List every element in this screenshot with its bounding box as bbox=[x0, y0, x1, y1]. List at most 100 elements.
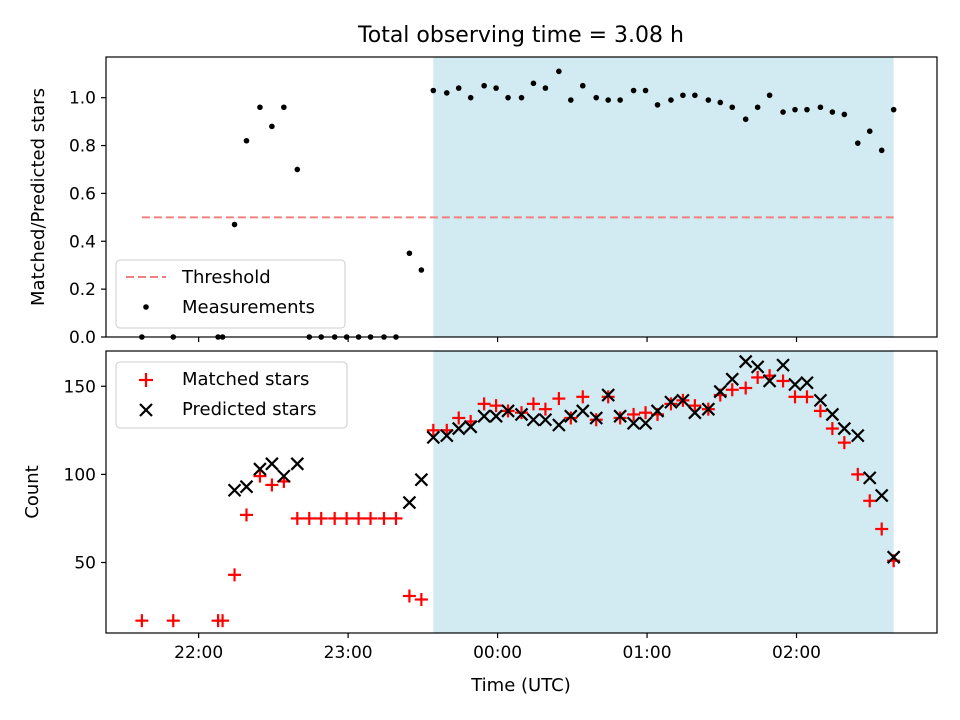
matched-point bbox=[253, 469, 267, 483]
predicted-point-b bbox=[576, 404, 590, 418]
predicted-point bbox=[414, 472, 429, 487]
predicted-point bbox=[664, 395, 678, 409]
matched-point bbox=[452, 411, 466, 425]
matched-point bbox=[576, 390, 590, 404]
matched-point bbox=[613, 411, 627, 425]
matched-point bbox=[751, 370, 765, 384]
predicted-point bbox=[439, 428, 454, 443]
matched-point bbox=[639, 406, 653, 420]
predicted-point-b bbox=[738, 354, 753, 369]
predicted-point bbox=[277, 469, 291, 483]
measurement-point bbox=[866, 128, 873, 134]
predicted-point bbox=[601, 388, 615, 402]
predicted-point bbox=[688, 405, 702, 420]
matched-point bbox=[515, 406, 528, 420]
y-tick-label: 1.0 bbox=[69, 89, 96, 109]
predicted-point bbox=[713, 384, 728, 399]
matched-point bbox=[526, 397, 540, 411]
predicted-point bbox=[874, 488, 889, 503]
predicted-point bbox=[626, 416, 641, 431]
predicted-point bbox=[402, 495, 417, 510]
measurement-point bbox=[668, 97, 674, 103]
matched-point bbox=[265, 478, 279, 492]
matched-point bbox=[389, 511, 403, 525]
measurement-point bbox=[742, 116, 749, 123]
matched-point bbox=[352, 511, 366, 525]
y-tick-label: 0.2 bbox=[69, 280, 96, 300]
predicted-point-b bbox=[489, 409, 503, 423]
measurement-point bbox=[841, 111, 848, 118]
measurement-point bbox=[854, 140, 861, 146]
measurement-point bbox=[568, 97, 574, 103]
observing-interval-shade bbox=[433, 57, 894, 337]
matched-point bbox=[414, 593, 428, 607]
chart-title: Total observing time = 3.08 h bbox=[357, 23, 684, 48]
predicted-point-b bbox=[463, 420, 478, 434]
matched-point bbox=[875, 522, 889, 536]
y-tick-label: 0.4 bbox=[69, 232, 96, 252]
predicted-point-b bbox=[626, 416, 641, 431]
legend-matched-label: Matched stars bbox=[182, 369, 309, 390]
matched-point bbox=[228, 568, 242, 582]
predicted-point bbox=[463, 420, 478, 434]
x-tick-label: 02:00 bbox=[772, 643, 821, 663]
matched-point bbox=[564, 411, 578, 425]
predicted-point-b bbox=[837, 421, 852, 436]
predicted-point-b bbox=[253, 462, 267, 476]
measurement-point bbox=[257, 104, 263, 111]
measurement-point bbox=[556, 68, 562, 75]
predicted-point-b bbox=[589, 411, 604, 425]
measurement-point bbox=[281, 104, 287, 111]
measurement-point bbox=[406, 250, 413, 257]
measurement-point bbox=[231, 221, 238, 228]
predicted-point-b bbox=[762, 374, 777, 388]
matched-point bbox=[788, 390, 802, 404]
series-matched-stars bbox=[135, 369, 901, 628]
predicted-point-b bbox=[414, 472, 429, 487]
matched-point bbox=[477, 397, 491, 411]
matched-point bbox=[800, 390, 814, 404]
predicted-point bbox=[489, 409, 503, 423]
predicted-point-b bbox=[538, 412, 553, 427]
measurement-point bbox=[467, 94, 474, 101]
predicted-point bbox=[589, 411, 604, 425]
matched-point bbox=[302, 511, 316, 525]
matched-point bbox=[688, 399, 702, 413]
predicted-point-b bbox=[776, 358, 790, 372]
legend-predicted-label: Predicted stars bbox=[182, 399, 316, 420]
matched-point bbox=[725, 383, 739, 397]
top-legend: Threshold Measurements bbox=[115, 259, 346, 329]
measurement-point bbox=[792, 106, 798, 113]
predicted-point bbox=[762, 374, 777, 388]
matched-point bbox=[314, 511, 328, 525]
predicted-point bbox=[576, 404, 590, 418]
matched-point bbox=[863, 494, 877, 508]
measurement-point bbox=[692, 92, 698, 99]
predicted-point-b bbox=[688, 405, 702, 420]
predicted-point bbox=[800, 375, 814, 390]
measurement-point bbox=[243, 137, 250, 144]
measurement-point bbox=[890, 106, 897, 113]
measurement-point bbox=[754, 104, 761, 111]
predicted-point-b bbox=[265, 457, 279, 471]
y-tick-label: 0.8 bbox=[69, 137, 96, 157]
predicted-point-b bbox=[750, 360, 765, 374]
predicted-point-b bbox=[501, 404, 515, 418]
top-panel: 0.0 0.2 0.4 0.6 0.8 1.0 Matched/Predicted sta… bbox=[28, 56, 938, 348]
measurement-point bbox=[654, 102, 661, 108]
predicted-point-b bbox=[552, 418, 566, 432]
bottom-panel-frame bbox=[105, 350, 938, 634]
predicted-point-b bbox=[851, 428, 865, 443]
predicted-point bbox=[788, 377, 802, 392]
predicted-point bbox=[738, 354, 753, 369]
predicted-point bbox=[851, 428, 865, 443]
matched-point bbox=[340, 511, 354, 525]
matched-point bbox=[776, 374, 790, 388]
predicted-point bbox=[650, 404, 665, 418]
predicted-point-b bbox=[526, 412, 541, 427]
measurement-point bbox=[878, 147, 885, 154]
measurement-point bbox=[455, 85, 462, 91]
matched-point bbox=[813, 404, 827, 418]
x-tick-label: 00:00 bbox=[473, 643, 522, 663]
